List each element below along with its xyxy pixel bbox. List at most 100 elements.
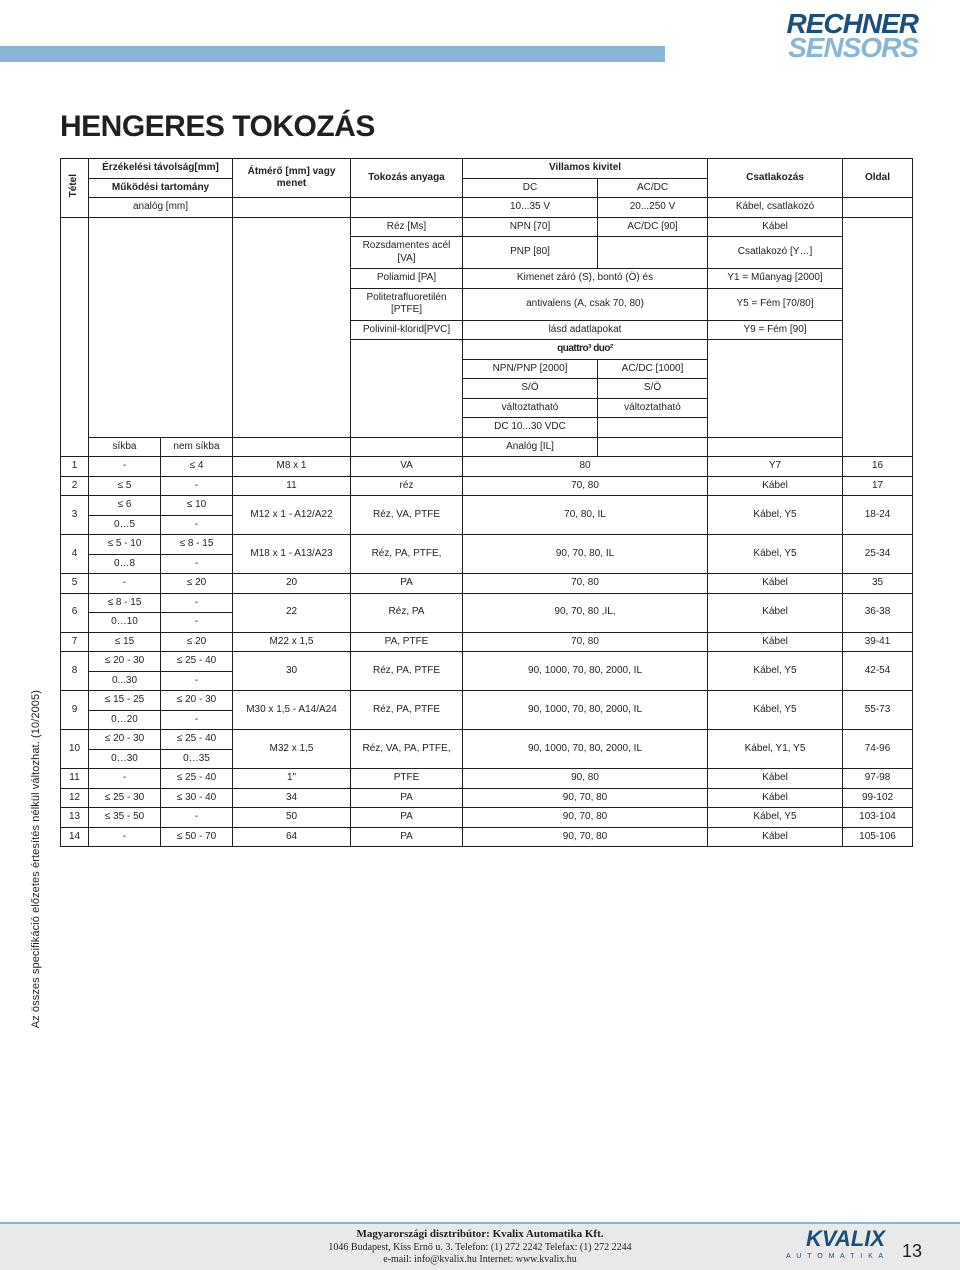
cell: ≤ 50 - 70 bbox=[161, 827, 233, 847]
cell: Kábel bbox=[708, 574, 843, 594]
row-num: 7 bbox=[61, 632, 89, 652]
cell: Kábel, Y5 bbox=[708, 652, 843, 691]
cell: PTFE bbox=[351, 769, 463, 789]
empty-cell bbox=[233, 198, 351, 218]
brand-line-2: SENSORS bbox=[787, 36, 918, 60]
cell: 97-98 bbox=[843, 769, 913, 789]
kvalix-logo: KVALIX bbox=[806, 1230, 885, 1248]
mid-row: síkba nem síkba Analóg [IL] bbox=[61, 437, 913, 457]
quattro-duo-logos: quattro³ duo² bbox=[463, 340, 708, 360]
row-num: 2 bbox=[61, 476, 89, 496]
cell: 18-24 bbox=[843, 496, 913, 535]
col-cable: Kábel, csatlakozó bbox=[708, 198, 843, 218]
table-row: 2≤ 5-11réz70, 80Kábel17 bbox=[61, 476, 913, 496]
cell: - bbox=[161, 554, 233, 574]
cell: M22 x 1,5 bbox=[233, 632, 351, 652]
material-pvc: Polivinil-klorid[PVC] bbox=[351, 320, 463, 340]
table-row: 11-≤ 25 - 401"PTFE90, 80Kábel97-98 bbox=[61, 769, 913, 789]
table-row: 1-≤ 4M8 x 1VA80Y716 bbox=[61, 457, 913, 477]
footer-address: 1046 Budapest, Kiss Ernő u. 3. Telefon: … bbox=[220, 1242, 740, 1255]
empty-cell bbox=[843, 198, 913, 218]
cell: Kábel, Y5 bbox=[708, 535, 843, 574]
kvalix-logo-sub: A U T O M A T I K A bbox=[786, 1253, 885, 1260]
cell: 99-102 bbox=[843, 788, 913, 808]
cell: ≤ 5 bbox=[89, 476, 161, 496]
cell: 22 bbox=[233, 593, 351, 632]
conn-y9: Y9 = Fém [90] bbox=[708, 320, 843, 340]
cell: Réz, VA, PTFE bbox=[351, 496, 463, 535]
cell: 80 bbox=[463, 457, 708, 477]
so-dc: S/Ö bbox=[463, 379, 598, 399]
cell: 17 bbox=[843, 476, 913, 496]
cell: 90, 70, 80 ,IL, bbox=[463, 593, 708, 632]
cell: Kábel bbox=[708, 632, 843, 652]
non-flush: nem síkba bbox=[161, 437, 233, 457]
material-ptfe: Politetrafluoretilén [PTFE] bbox=[351, 288, 463, 320]
col-sensing: Érzékelési távolság[mm] bbox=[89, 159, 233, 179]
empty-cell bbox=[61, 217, 89, 457]
cell: ≤ 20 - 30 bbox=[161, 691, 233, 711]
footer-distributor: Magyarországi disztribútor: Kvalix Autom… bbox=[220, 1228, 740, 1242]
cell: 36-38 bbox=[843, 593, 913, 632]
cell: - bbox=[89, 457, 161, 477]
col-dc: DC bbox=[463, 178, 598, 198]
cell: - bbox=[161, 808, 233, 828]
cell: réz bbox=[351, 476, 463, 496]
cell: PA bbox=[351, 574, 463, 594]
mid-row: Réz [Ms] NPN [70] AC/DC [90] Kábel bbox=[61, 217, 913, 237]
cell: ≤ 8 - 15 bbox=[161, 535, 233, 555]
cell: 105-106 bbox=[843, 827, 913, 847]
cell: ≤ 10 bbox=[161, 496, 233, 516]
material-brass: Réz [Ms] bbox=[351, 217, 463, 237]
cell: Kábel bbox=[708, 593, 843, 632]
top-stripe bbox=[0, 46, 665, 62]
side-disclaimer: Az összes specifikáció előzetes értesíté… bbox=[30, 690, 42, 1028]
cell: 20 bbox=[233, 574, 351, 594]
cell: Réz, PA bbox=[351, 593, 463, 632]
cell: 103-104 bbox=[843, 808, 913, 828]
empty-cell bbox=[708, 437, 843, 457]
cell: Kábel, Y1, Y5 bbox=[708, 730, 843, 769]
table-row: 9≤ 15 - 25≤ 20 - 30M30 x 1,5 - A14/A24Ré… bbox=[61, 691, 913, 711]
col-housing: Tokozás anyaga bbox=[351, 159, 463, 198]
output-closeopen: Kimenet záró (S), bontó (Ö) és bbox=[463, 269, 708, 289]
cell: ≤ 20 bbox=[161, 632, 233, 652]
footer-center: Magyarországi disztribútor: Kvalix Autom… bbox=[220, 1228, 740, 1267]
cell: - bbox=[89, 574, 161, 594]
col-electrical: Villamos kivitel bbox=[463, 159, 708, 179]
cell: ≤ 15 - 25 bbox=[89, 691, 161, 711]
cell: PA, PTFE bbox=[351, 632, 463, 652]
footer-contact: e-mail: info@kvalix.hu Internet: www.kva… bbox=[220, 1254, 740, 1267]
cell: - bbox=[161, 613, 233, 633]
empty-cell bbox=[351, 340, 463, 438]
row-num: 6 bbox=[61, 593, 89, 632]
cell: ≤ 25 - 40 bbox=[161, 652, 233, 672]
cell: VA bbox=[351, 457, 463, 477]
table-row: 4≤ 5 - 10≤ 8 - 15M18 x 1 - A13/A23Réz, P… bbox=[61, 535, 913, 555]
cell: ≤ 30 - 40 bbox=[161, 788, 233, 808]
col-workrange: Működési tartomány bbox=[89, 178, 233, 198]
cell: 11 bbox=[233, 476, 351, 496]
cell: 42-54 bbox=[843, 652, 913, 691]
cell: M32 x 1,5 bbox=[233, 730, 351, 769]
cell: 70, 80 bbox=[463, 476, 708, 496]
cell: ≤ 20 bbox=[161, 574, 233, 594]
cell: ≤ 8 - 15 bbox=[89, 593, 161, 613]
cell: - bbox=[89, 769, 161, 789]
row-num: 11 bbox=[61, 769, 89, 789]
row-num: 10 bbox=[61, 730, 89, 769]
analog-il: Analóg [IL] bbox=[463, 437, 598, 457]
empty-cell bbox=[598, 437, 708, 457]
output-npn: NPN [70] bbox=[463, 217, 598, 237]
empty-cell bbox=[351, 198, 463, 218]
footer: Magyarországi disztribútor: Kvalix Autom… bbox=[0, 1222, 960, 1270]
cell: M8 x 1 bbox=[233, 457, 351, 477]
cell: 30 bbox=[233, 652, 351, 691]
cell: 0…35 bbox=[161, 749, 233, 769]
cell: Kábel bbox=[708, 827, 843, 847]
empty-cell bbox=[233, 217, 351, 437]
col-connection: Csatlakozás bbox=[708, 159, 843, 198]
output-pnp: PNP [80] bbox=[463, 237, 598, 269]
cell: ≤ 20 - 30 bbox=[89, 730, 161, 750]
col-analog: analóg [mm] bbox=[89, 198, 233, 218]
